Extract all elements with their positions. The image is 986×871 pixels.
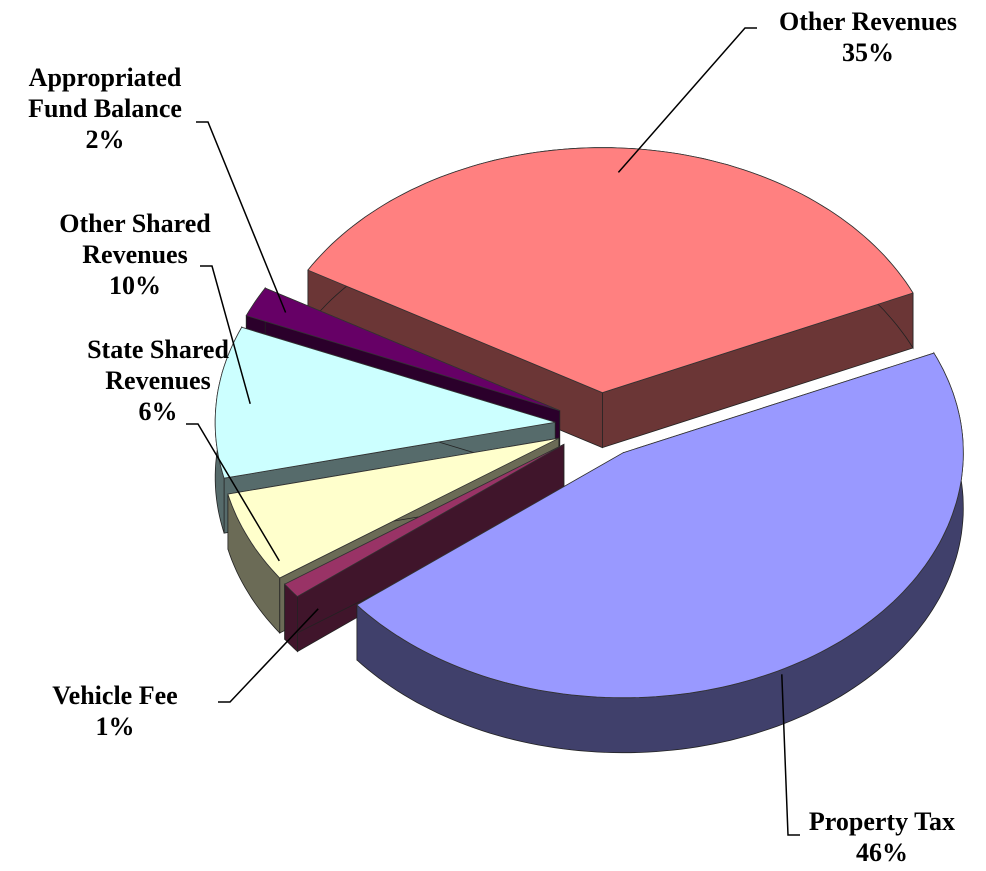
leader-line [196,121,287,313]
category-name: Property Tax [808,807,956,836]
leader-line [186,423,280,562]
slice-label: Property Tax 46% [782,806,982,868]
slice-top [227,437,560,579]
value-label: 2% [85,125,125,154]
slice-top [356,352,964,699]
value-label: 10% [109,271,161,300]
slice-label: Appropriated Fund Balance 2% [10,62,200,155]
slice [356,351,964,754]
leader-line [617,27,757,173]
slice-top [284,443,565,597]
leader-line [200,265,251,405]
category-name: State Shared Revenues [87,335,229,395]
value-label: 35% [842,38,894,67]
category-name: Other Revenues [779,7,957,36]
slice-top [214,326,556,479]
value-label: 46% [856,838,908,867]
slice-top [307,147,914,394]
category-name: Other Shared Revenues [59,209,211,269]
slice-label: Other Shared Revenues 10% [35,208,235,301]
slice-label: Vehicle Fee 1% [15,680,215,742]
category-name: Vehicle Fee [52,681,178,710]
leader-line [781,674,800,836]
slice-label: Other Revenues 35% [753,6,983,68]
category-name: Appropriated Fund Balance [28,63,182,123]
slice-top [245,287,560,411]
value-label: 1% [95,712,135,741]
slice [284,443,565,653]
leader-line [218,608,319,703]
slice-label: State Shared Revenues 6% [68,334,248,427]
value-label: 6% [138,397,178,426]
